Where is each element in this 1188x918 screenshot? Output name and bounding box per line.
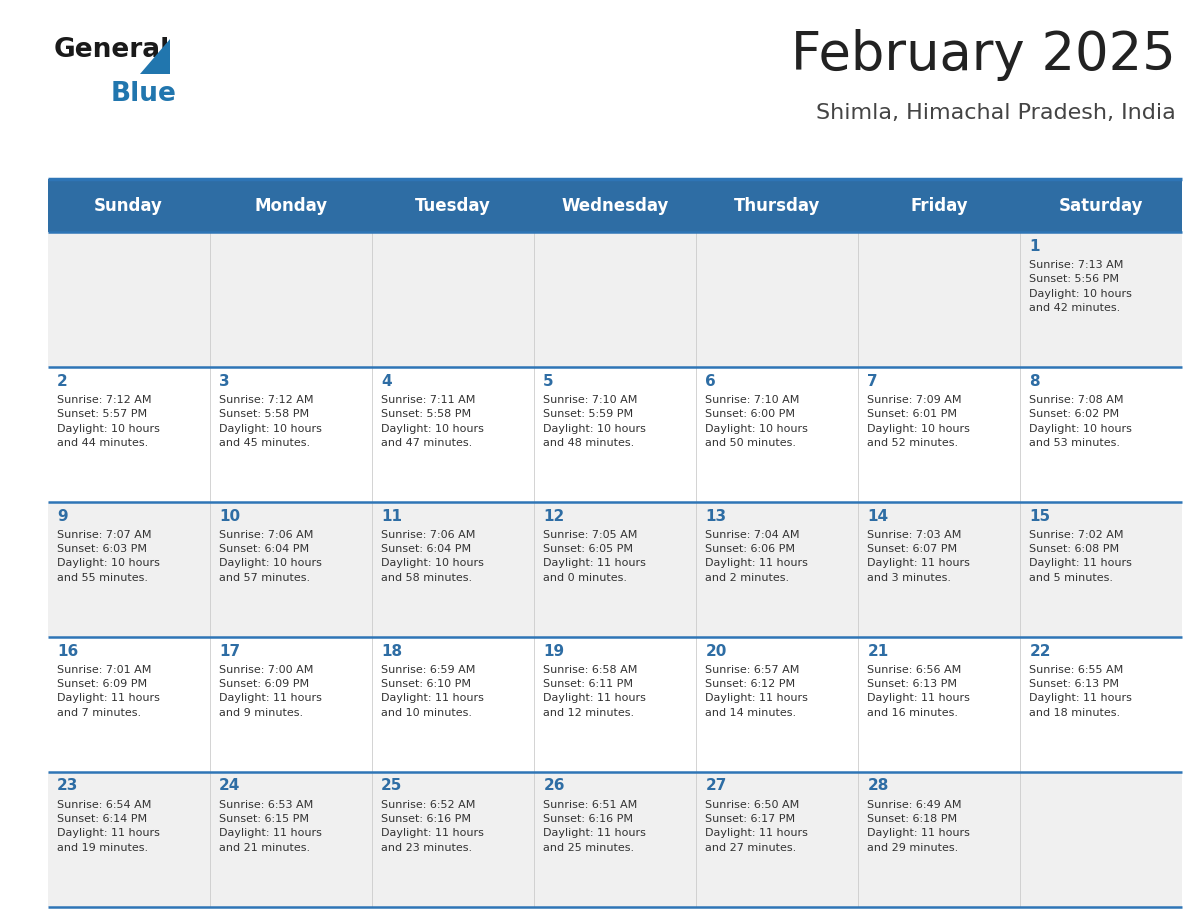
Text: Saturday: Saturday xyxy=(1059,196,1143,215)
Polygon shape xyxy=(140,39,170,74)
Text: 5: 5 xyxy=(543,374,554,388)
Text: 22: 22 xyxy=(1030,644,1051,658)
Text: Sunrise: 6:51 AM
Sunset: 6:16 PM
Daylight: 11 hours
and 25 minutes.: Sunrise: 6:51 AM Sunset: 6:16 PM Dayligh… xyxy=(543,800,646,853)
Bar xyxy=(48,179,1182,232)
Text: General: General xyxy=(53,37,170,62)
Text: 6: 6 xyxy=(706,374,716,388)
Text: Monday: Monday xyxy=(254,196,327,215)
Text: 28: 28 xyxy=(867,778,889,793)
Text: Sunrise: 7:00 AM
Sunset: 6:09 PM
Daylight: 11 hours
and 9 minutes.: Sunrise: 7:00 AM Sunset: 6:09 PM Dayligh… xyxy=(219,665,322,718)
Text: 16: 16 xyxy=(57,644,78,658)
Bar xyxy=(48,502,1182,637)
Text: 18: 18 xyxy=(381,644,403,658)
Text: 4: 4 xyxy=(381,374,392,388)
Bar xyxy=(48,772,1182,907)
Text: Blue: Blue xyxy=(110,81,176,106)
Text: Sunrise: 6:49 AM
Sunset: 6:18 PM
Daylight: 11 hours
and 29 minutes.: Sunrise: 6:49 AM Sunset: 6:18 PM Dayligh… xyxy=(867,800,971,853)
Text: Sunrise: 7:13 AM
Sunset: 5:56 PM
Daylight: 10 hours
and 42 minutes.: Sunrise: 7:13 AM Sunset: 5:56 PM Dayligh… xyxy=(1030,260,1132,313)
Text: 21: 21 xyxy=(867,644,889,658)
Text: Sunrise: 7:02 AM
Sunset: 6:08 PM
Daylight: 11 hours
and 5 minutes.: Sunrise: 7:02 AM Sunset: 6:08 PM Dayligh… xyxy=(1030,530,1132,583)
Text: Sunrise: 7:05 AM
Sunset: 6:05 PM
Daylight: 11 hours
and 0 minutes.: Sunrise: 7:05 AM Sunset: 6:05 PM Dayligh… xyxy=(543,530,646,583)
Text: Sunrise: 7:10 AM
Sunset: 6:00 PM
Daylight: 10 hours
and 50 minutes.: Sunrise: 7:10 AM Sunset: 6:00 PM Dayligh… xyxy=(706,395,808,448)
Text: 10: 10 xyxy=(219,509,240,523)
Text: Sunrise: 6:53 AM
Sunset: 6:15 PM
Daylight: 11 hours
and 21 minutes.: Sunrise: 6:53 AM Sunset: 6:15 PM Dayligh… xyxy=(219,800,322,853)
Bar xyxy=(48,637,1182,772)
Text: Sunrise: 7:03 AM
Sunset: 6:07 PM
Daylight: 11 hours
and 3 minutes.: Sunrise: 7:03 AM Sunset: 6:07 PM Dayligh… xyxy=(867,530,971,583)
Text: 9: 9 xyxy=(57,509,68,523)
Text: Sunday: Sunday xyxy=(94,196,163,215)
Text: Sunrise: 7:01 AM
Sunset: 6:09 PM
Daylight: 11 hours
and 7 minutes.: Sunrise: 7:01 AM Sunset: 6:09 PM Dayligh… xyxy=(57,665,160,718)
Text: Sunrise: 7:11 AM
Sunset: 5:58 PM
Daylight: 10 hours
and 47 minutes.: Sunrise: 7:11 AM Sunset: 5:58 PM Dayligh… xyxy=(381,395,484,448)
Text: Sunrise: 6:50 AM
Sunset: 6:17 PM
Daylight: 11 hours
and 27 minutes.: Sunrise: 6:50 AM Sunset: 6:17 PM Dayligh… xyxy=(706,800,808,853)
Text: Sunrise: 7:08 AM
Sunset: 6:02 PM
Daylight: 10 hours
and 53 minutes.: Sunrise: 7:08 AM Sunset: 6:02 PM Dayligh… xyxy=(1030,395,1132,448)
Text: 17: 17 xyxy=(219,644,240,658)
Text: 2: 2 xyxy=(57,374,68,388)
Text: 27: 27 xyxy=(706,778,727,793)
Text: Sunrise: 7:07 AM
Sunset: 6:03 PM
Daylight: 10 hours
and 55 minutes.: Sunrise: 7:07 AM Sunset: 6:03 PM Dayligh… xyxy=(57,530,160,583)
Text: 25: 25 xyxy=(381,778,403,793)
Text: 15: 15 xyxy=(1030,509,1050,523)
Text: 24: 24 xyxy=(219,778,240,793)
Text: Sunrise: 7:06 AM
Sunset: 6:04 PM
Daylight: 10 hours
and 57 minutes.: Sunrise: 7:06 AM Sunset: 6:04 PM Dayligh… xyxy=(219,530,322,583)
Text: Sunrise: 7:09 AM
Sunset: 6:01 PM
Daylight: 10 hours
and 52 minutes.: Sunrise: 7:09 AM Sunset: 6:01 PM Dayligh… xyxy=(867,395,971,448)
Text: 13: 13 xyxy=(706,509,726,523)
Text: February 2025: February 2025 xyxy=(791,29,1176,82)
Text: Friday: Friday xyxy=(910,196,968,215)
Bar xyxy=(48,367,1182,502)
Text: Sunrise: 7:10 AM
Sunset: 5:59 PM
Daylight: 10 hours
and 48 minutes.: Sunrise: 7:10 AM Sunset: 5:59 PM Dayligh… xyxy=(543,395,646,448)
Text: Sunrise: 6:57 AM
Sunset: 6:12 PM
Daylight: 11 hours
and 14 minutes.: Sunrise: 6:57 AM Sunset: 6:12 PM Dayligh… xyxy=(706,665,808,718)
Text: Sunrise: 7:04 AM
Sunset: 6:06 PM
Daylight: 11 hours
and 2 minutes.: Sunrise: 7:04 AM Sunset: 6:06 PM Dayligh… xyxy=(706,530,808,583)
Text: Sunrise: 7:12 AM
Sunset: 5:57 PM
Daylight: 10 hours
and 44 minutes.: Sunrise: 7:12 AM Sunset: 5:57 PM Dayligh… xyxy=(57,395,160,448)
Bar xyxy=(48,232,1182,367)
Text: Sunrise: 6:54 AM
Sunset: 6:14 PM
Daylight: 11 hours
and 19 minutes.: Sunrise: 6:54 AM Sunset: 6:14 PM Dayligh… xyxy=(57,800,160,853)
Text: Sunrise: 6:52 AM
Sunset: 6:16 PM
Daylight: 11 hours
and 23 minutes.: Sunrise: 6:52 AM Sunset: 6:16 PM Dayligh… xyxy=(381,800,484,853)
Text: 3: 3 xyxy=(219,374,229,388)
Text: Thursday: Thursday xyxy=(734,196,820,215)
Text: 8: 8 xyxy=(1030,374,1041,388)
Text: Sunrise: 6:58 AM
Sunset: 6:11 PM
Daylight: 11 hours
and 12 minutes.: Sunrise: 6:58 AM Sunset: 6:11 PM Dayligh… xyxy=(543,665,646,718)
Text: Shimla, Himachal Pradesh, India: Shimla, Himachal Pradesh, India xyxy=(816,103,1176,123)
Text: 23: 23 xyxy=(57,778,78,793)
Text: 20: 20 xyxy=(706,644,727,658)
Text: Sunrise: 7:12 AM
Sunset: 5:58 PM
Daylight: 10 hours
and 45 minutes.: Sunrise: 7:12 AM Sunset: 5:58 PM Dayligh… xyxy=(219,395,322,448)
Text: 11: 11 xyxy=(381,509,403,523)
Text: Sunrise: 6:59 AM
Sunset: 6:10 PM
Daylight: 11 hours
and 10 minutes.: Sunrise: 6:59 AM Sunset: 6:10 PM Dayligh… xyxy=(381,665,484,718)
Text: 26: 26 xyxy=(543,778,564,793)
Text: 19: 19 xyxy=(543,644,564,658)
Text: 12: 12 xyxy=(543,509,564,523)
Text: Sunrise: 6:56 AM
Sunset: 6:13 PM
Daylight: 11 hours
and 16 minutes.: Sunrise: 6:56 AM Sunset: 6:13 PM Dayligh… xyxy=(867,665,971,718)
Text: Tuesday: Tuesday xyxy=(415,196,491,215)
Text: Wednesday: Wednesday xyxy=(561,196,669,215)
Text: 14: 14 xyxy=(867,509,889,523)
Text: 7: 7 xyxy=(867,374,878,388)
Text: 1: 1 xyxy=(1030,239,1040,253)
Text: Sunrise: 6:55 AM
Sunset: 6:13 PM
Daylight: 11 hours
and 18 minutes.: Sunrise: 6:55 AM Sunset: 6:13 PM Dayligh… xyxy=(1030,665,1132,718)
Text: Sunrise: 7:06 AM
Sunset: 6:04 PM
Daylight: 10 hours
and 58 minutes.: Sunrise: 7:06 AM Sunset: 6:04 PM Dayligh… xyxy=(381,530,484,583)
